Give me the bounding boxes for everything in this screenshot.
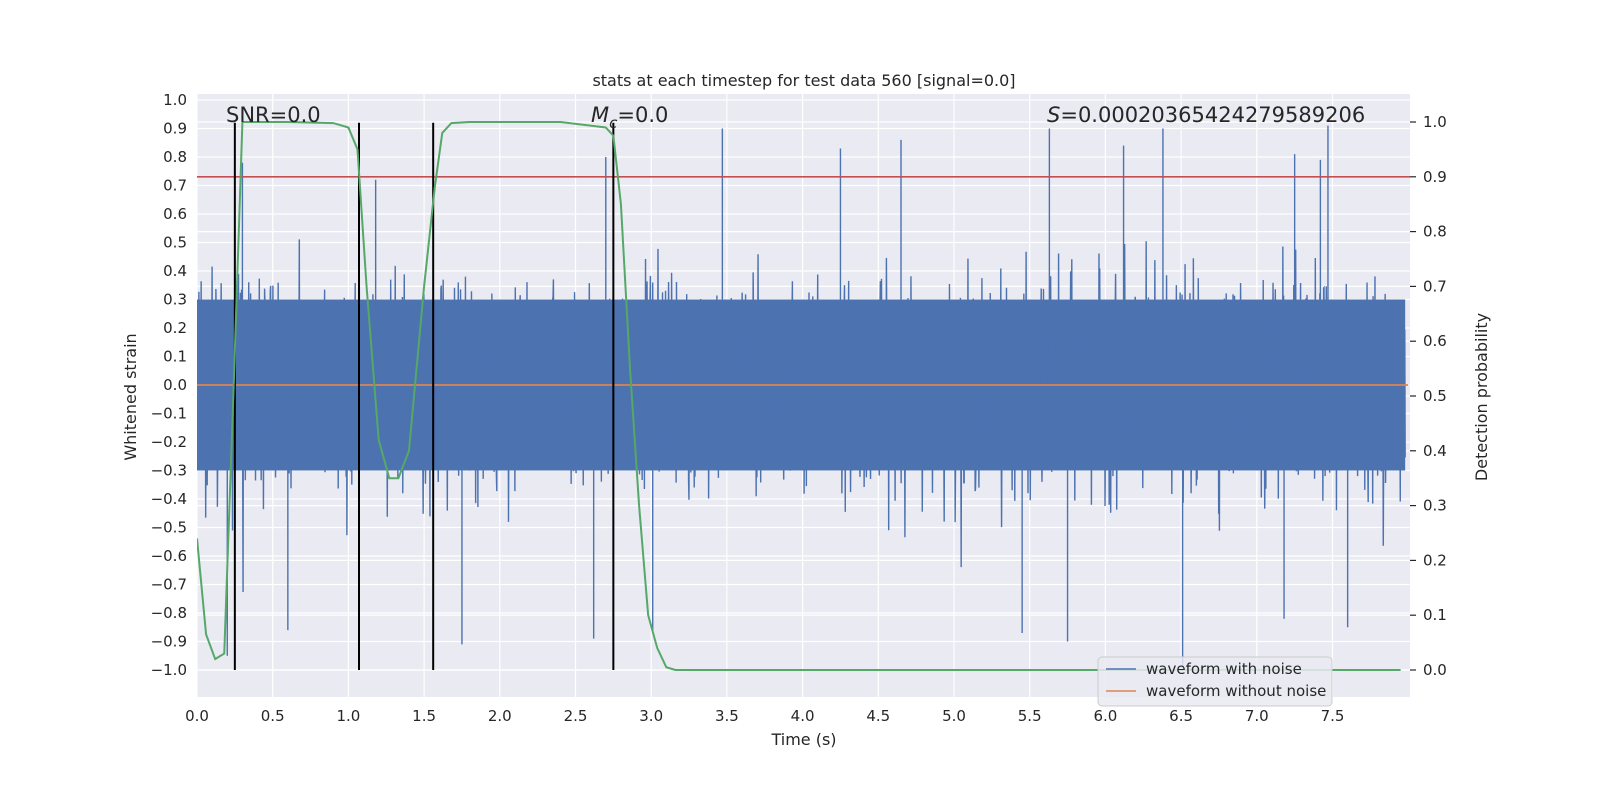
y-right-tick-label: 0.2 <box>1423 551 1447 569</box>
y-right-tick-label: 1.0 <box>1423 113 1447 131</box>
y-right-tick-label: 0.0 <box>1423 661 1447 679</box>
y-right-axis-ticks: 1.0 0.9 0.8 0.7 0.6 0.5 0.4 0.3 0.2 0.1 0.0 <box>1410 113 1447 679</box>
x-tick-label: 5.5 <box>1018 707 1042 725</box>
vertical-marker-lines <box>233 122 615 670</box>
series-waveform-with-noise <box>197 125 1406 668</box>
s-symbol: S <box>1047 103 1060 127</box>
y-left-tick-label: 0.3 <box>163 291 187 309</box>
y-left-tick-label: −1.0 <box>151 661 187 679</box>
x-tick-label: 2.0 <box>488 707 512 725</box>
x-tick-label: 4.0 <box>791 707 815 725</box>
y-left-tick-label: 0.9 <box>163 120 187 138</box>
y-left-tick-label: −0.5 <box>151 519 187 537</box>
y-right-tick-label: 0.9 <box>1423 168 1447 186</box>
x-tick-label: 1.0 <box>336 707 360 725</box>
chirp-mass-value: =0.0 <box>617 103 668 127</box>
y-left-tick-label: −0.2 <box>151 433 187 451</box>
y-right-axis-label: Detection probability <box>1472 313 1491 481</box>
y-left-tick-label: 0.2 <box>163 319 187 337</box>
y-left-tick-label: 0.1 <box>163 348 187 366</box>
x-tick-label: 7.0 <box>1245 707 1269 725</box>
chirp-mass-annotation: Mc=0.0 <box>591 103 668 132</box>
y-left-tick-label: 1.0 <box>163 91 187 109</box>
y-left-tick-label: −0.8 <box>151 604 187 622</box>
x-tick-label: 4.5 <box>866 707 890 725</box>
y-right-tick-label: 0.5 <box>1423 387 1447 405</box>
y-left-tick-label: −0.3 <box>151 462 187 480</box>
x-tick-label: 6.0 <box>1093 707 1117 725</box>
y-right-tick-label: 0.1 <box>1423 606 1447 624</box>
series-detection-probability <box>197 121 1401 671</box>
y-left-tick-label: 0.8 <box>163 148 187 166</box>
legend-label-noise: waveform with noise <box>1146 660 1302 678</box>
y-right-tick-label: 0.6 <box>1423 332 1447 350</box>
y-left-axis-ticks: 1.0 0.9 0.8 0.7 0.6 0.5 0.4 0.3 0.2 0.1 0.0 −0.1 −0.… <box>151 91 187 679</box>
y-left-tick-label: 0.6 <box>163 205 187 223</box>
y-left-tick-label: −0.1 <box>151 405 187 423</box>
legend: waveform with noise waveform without noi… <box>1097 656 1333 707</box>
y-left-tick-label: −0.7 <box>151 576 187 594</box>
y-left-tick-label: −0.6 <box>151 547 187 565</box>
chirp-mass-symbol: M <box>591 103 609 127</box>
x-axis-label: Time (s) <box>770 730 836 749</box>
x-tick-label: 5.0 <box>942 707 966 725</box>
y-left-tick-label: −0.4 <box>151 490 187 508</box>
s-annotation: S=0.00020365424279589206 <box>1047 103 1365 127</box>
y-left-tick-label: 0.4 <box>163 262 187 280</box>
y-right-tick-label: 0.7 <box>1423 277 1447 295</box>
x-tick-label: 2.5 <box>564 707 588 725</box>
x-axis-ticks: 0.0 0.5 1.0 1.5 2.0 2.5 3.0 3.5 4.0 4.5 5.0 5.5 6.0 6… <box>185 707 1344 725</box>
chirp-mass-subscript: c <box>609 114 618 132</box>
x-tick-label: 0.0 <box>185 707 209 725</box>
y-left-tick-label: 0.7 <box>163 177 187 195</box>
x-tick-label: 3.5 <box>715 707 739 725</box>
x-tick-label: 0.5 <box>261 707 285 725</box>
y-right-tick-label: 0.8 <box>1423 223 1447 241</box>
legend-box <box>1097 656 1333 707</box>
x-tick-label: 1.5 <box>412 707 436 725</box>
y-left-tick-label: 0.0 <box>163 376 187 394</box>
y-right-tick-label: 0.3 <box>1423 497 1447 515</box>
x-tick-label: 3.0 <box>639 707 663 725</box>
y-left-axis-label: Whitened strain <box>121 333 140 460</box>
s-value: =0.00020365424279589206 <box>1060 103 1365 127</box>
y-left-tick-label: 0.5 <box>163 234 187 252</box>
x-tick-label: 7.5 <box>1321 707 1345 725</box>
chart-title: stats at each timestep for test data 560… <box>592 71 1015 90</box>
y-right-tick-label: 0.4 <box>1423 442 1447 460</box>
snr-annotation: SNR=0.0 <box>226 103 321 127</box>
legend-label-clean: waveform without noise <box>1146 682 1326 700</box>
y-left-tick-label: −0.9 <box>151 633 187 651</box>
x-tick-label: 6.5 <box>1169 707 1193 725</box>
